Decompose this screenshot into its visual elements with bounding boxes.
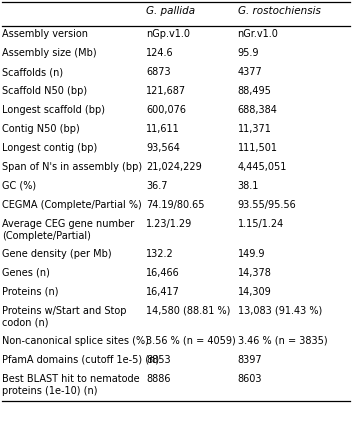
Text: Gene density (per Mb): Gene density (per Mb)	[2, 249, 111, 259]
Text: 1.23/1.29: 1.23/1.29	[146, 219, 192, 229]
Text: CEGMA (Complete/Partial %): CEGMA (Complete/Partial %)	[2, 200, 142, 210]
Text: 11,611: 11,611	[146, 124, 180, 134]
Text: nGp.v1.0: nGp.v1.0	[146, 29, 190, 39]
Text: 38.1: 38.1	[238, 181, 259, 191]
Text: Genes (n): Genes (n)	[2, 268, 50, 278]
Text: 1.15/1.24: 1.15/1.24	[238, 219, 284, 229]
Text: 11,371: 11,371	[238, 124, 271, 134]
Text: 36.7: 36.7	[146, 181, 168, 191]
Text: GC (%): GC (%)	[2, 181, 36, 191]
Text: 14,580 (88.81 %): 14,580 (88.81 %)	[146, 306, 231, 316]
Text: 4,445,051: 4,445,051	[238, 162, 287, 172]
Text: G. pallida: G. pallida	[146, 6, 195, 16]
Text: 95.9: 95.9	[238, 48, 259, 58]
Text: 3.46 % (n = 3835): 3.46 % (n = 3835)	[238, 336, 327, 346]
Text: Proteins w/Start and Stop
codon (n): Proteins w/Start and Stop codon (n)	[2, 306, 126, 328]
Text: 14,378: 14,378	[238, 268, 271, 278]
Text: 8886: 8886	[146, 374, 171, 384]
Text: Span of N's in assembly (bp): Span of N's in assembly (bp)	[2, 162, 142, 172]
Text: G. rostochiensis: G. rostochiensis	[238, 6, 320, 16]
Text: 688,384: 688,384	[238, 105, 277, 115]
Text: Scaffold N50 (bp): Scaffold N50 (bp)	[2, 86, 87, 96]
Text: 149.9: 149.9	[238, 249, 265, 259]
Text: 88,495: 88,495	[238, 86, 271, 96]
Text: 121,687: 121,687	[146, 86, 186, 96]
Text: 132.2: 132.2	[146, 249, 174, 259]
Text: 8397: 8397	[238, 355, 262, 365]
Text: 74.19/80.65: 74.19/80.65	[146, 200, 205, 210]
Text: 4377: 4377	[238, 67, 262, 77]
Text: PfamA domains (cutoff 1e-5) (n): PfamA domains (cutoff 1e-5) (n)	[2, 355, 159, 365]
Text: Scaffolds (n): Scaffolds (n)	[2, 67, 63, 77]
Text: Proteins (n): Proteins (n)	[2, 287, 58, 297]
Text: 13,083 (91.43 %): 13,083 (91.43 %)	[238, 306, 322, 316]
Text: 3.56 % (n = 4059): 3.56 % (n = 4059)	[146, 336, 236, 346]
Text: 93,564: 93,564	[146, 143, 180, 153]
Text: 111,501: 111,501	[238, 143, 278, 153]
Text: Longest contig (bp): Longest contig (bp)	[2, 143, 97, 153]
Text: Longest scaffold (bp): Longest scaffold (bp)	[2, 105, 105, 115]
Text: 16,466: 16,466	[146, 268, 180, 278]
Text: nGr.v1.0: nGr.v1.0	[238, 29, 278, 39]
Text: 21,024,229: 21,024,229	[146, 162, 202, 172]
Text: 6873: 6873	[146, 67, 171, 77]
Text: Assembly size (Mb): Assembly size (Mb)	[2, 48, 96, 58]
Text: Non-canonical splice sites (%): Non-canonical splice sites (%)	[2, 336, 149, 346]
Text: 14,309: 14,309	[238, 287, 271, 297]
Text: Assembly version: Assembly version	[2, 29, 88, 39]
Text: 16,417: 16,417	[146, 287, 180, 297]
Text: Contig N50 (bp): Contig N50 (bp)	[2, 124, 80, 134]
Text: 93.55/95.56: 93.55/95.56	[238, 200, 296, 210]
Text: Best BLAST hit to nematode
proteins (1e-10) (n): Best BLAST hit to nematode proteins (1e-…	[2, 374, 139, 396]
Text: 600,076: 600,076	[146, 105, 186, 115]
Text: 8603: 8603	[238, 374, 262, 384]
Text: 8853: 8853	[146, 355, 171, 365]
Text: 124.6: 124.6	[146, 48, 174, 58]
Text: Average CEG gene number
(Complete/Partial): Average CEG gene number (Complete/Partia…	[2, 219, 134, 241]
